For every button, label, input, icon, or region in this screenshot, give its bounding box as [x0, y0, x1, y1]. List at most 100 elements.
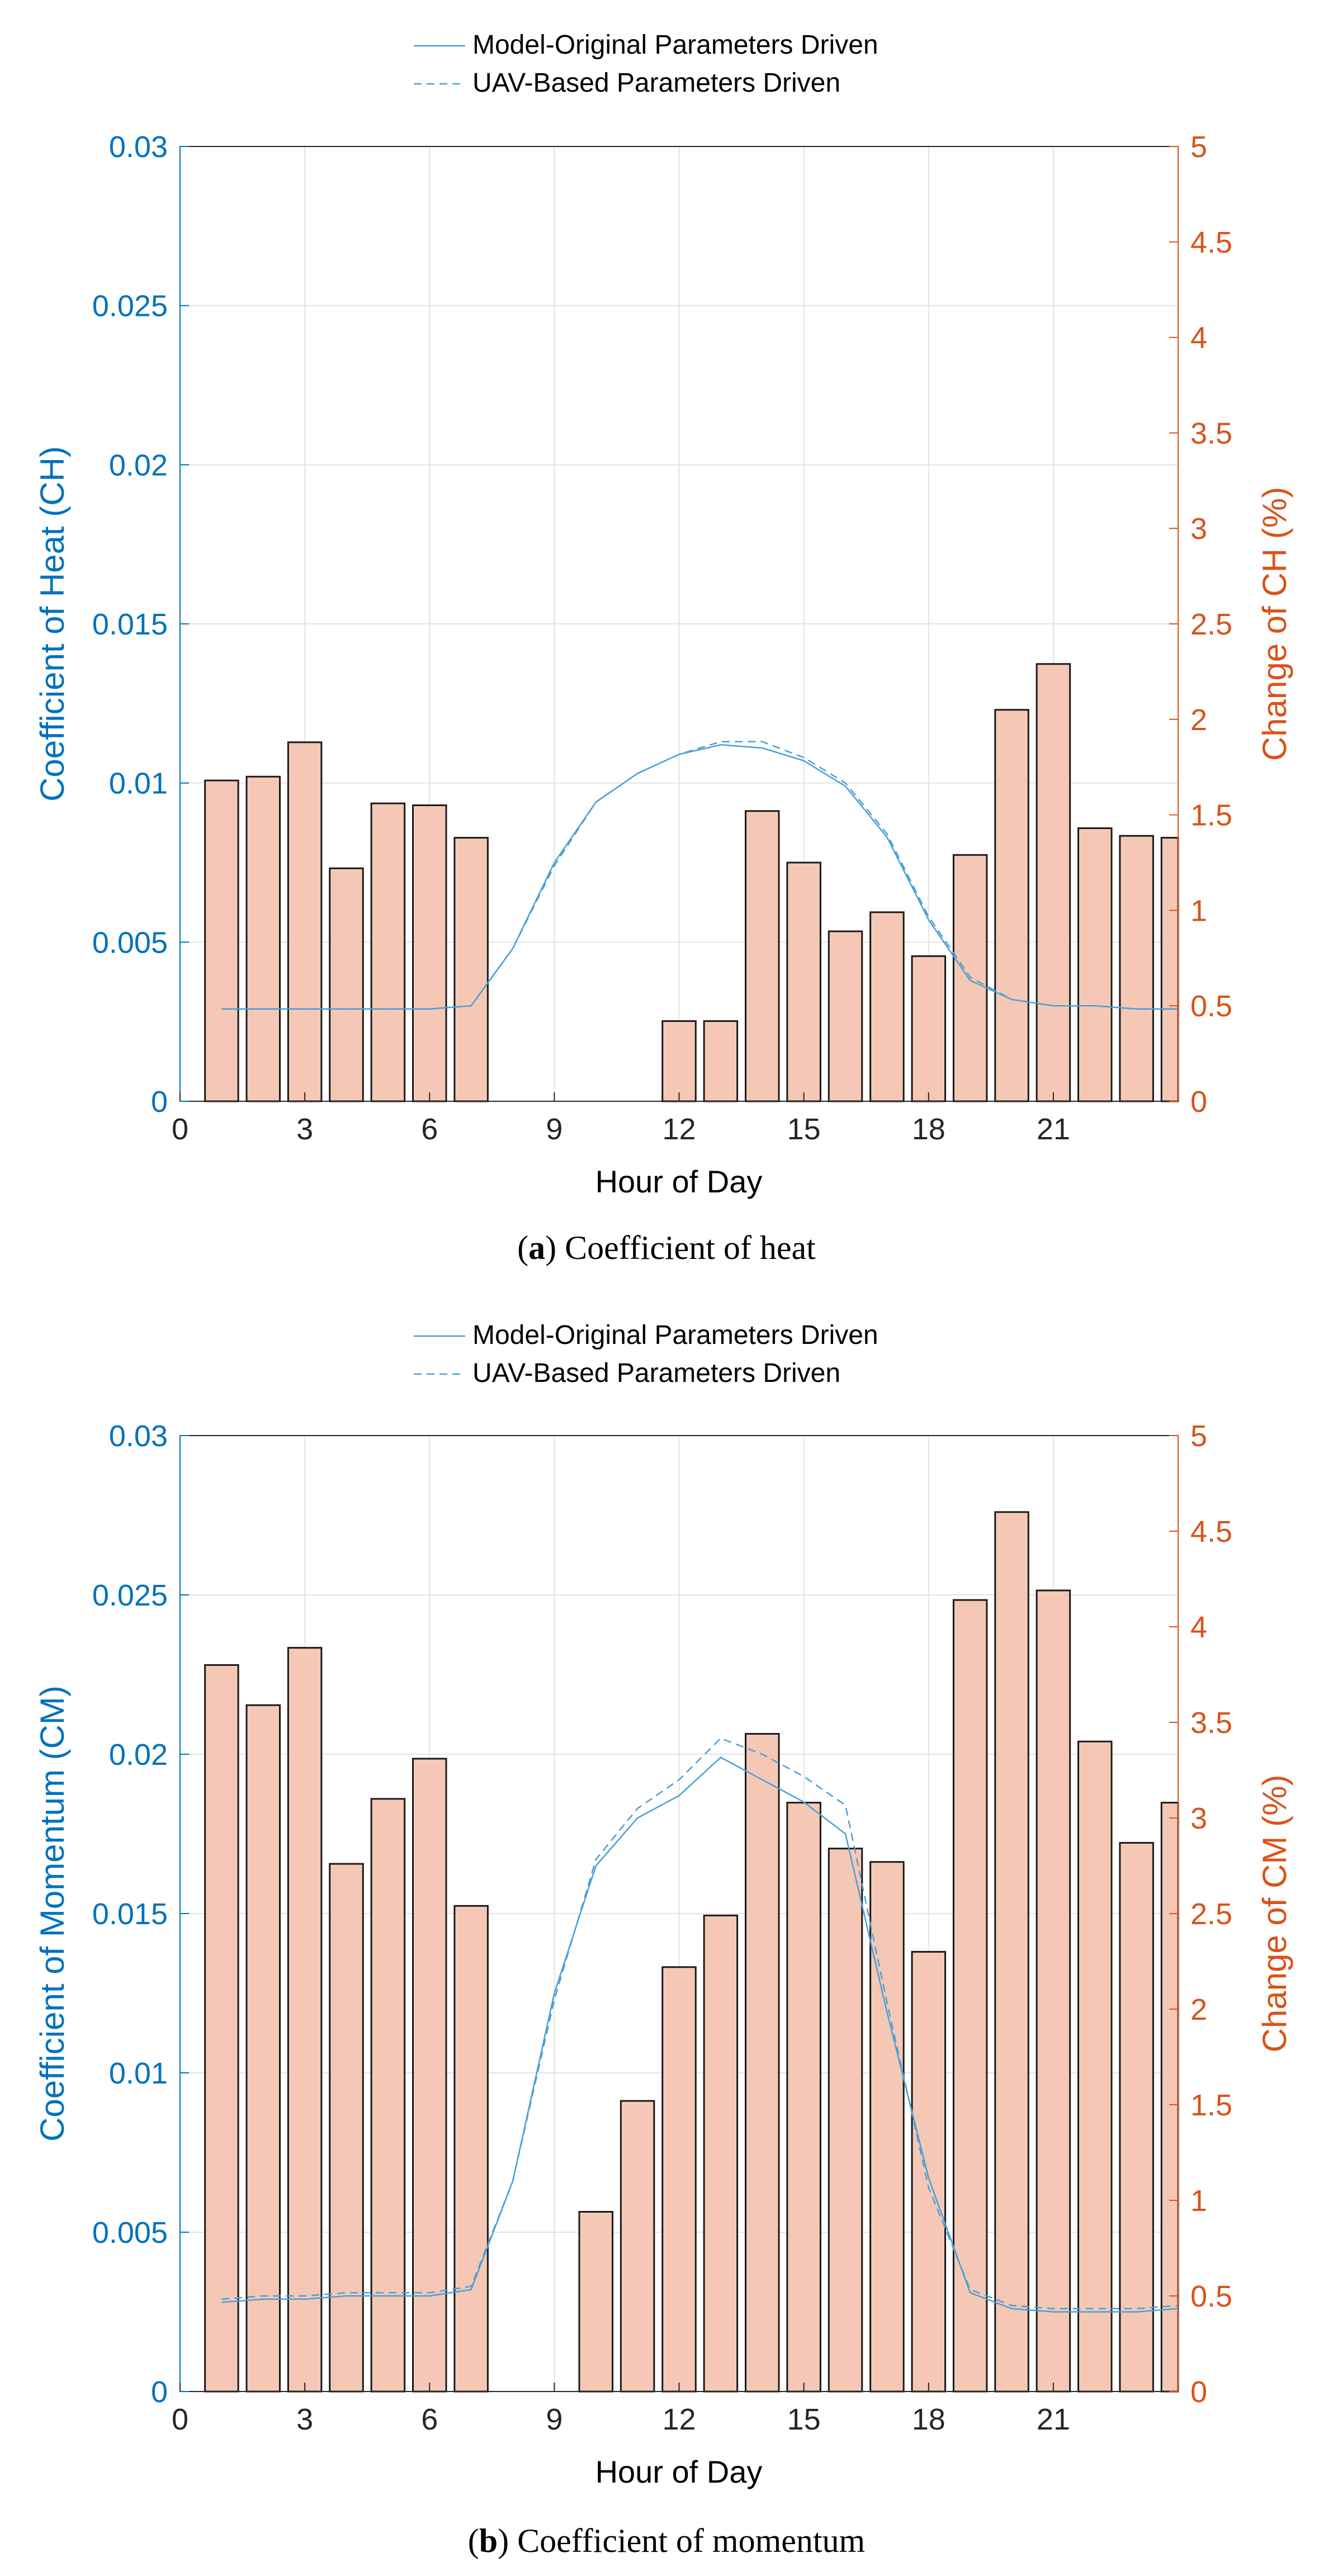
bar-hour-24 [1160, 837, 1179, 1102]
x-tick-label: 15 [787, 2403, 821, 2436]
bar-hour-1 [204, 779, 239, 1102]
bar-hour-19 [952, 854, 988, 1102]
bar-hour-16 [828, 930, 863, 1102]
bar-hour-14 [745, 810, 780, 1102]
bar-hour-13 [703, 1020, 739, 1102]
x-tick-label: 0 [172, 1112, 188, 1146]
right-y-tick-label: 3 [1190, 512, 1207, 546]
bar-hour-7 [453, 837, 489, 1102]
x-tick-label: 18 [912, 1112, 946, 1146]
left-y-tick-label: 0.025 [92, 1579, 168, 1612]
bar-hour-21 [1036, 1589, 1071, 2393]
x-tick-label: 12 [662, 1112, 696, 1146]
x-axis-label: Hour of Day [595, 1164, 763, 1199]
bar-hour-23 [1119, 835, 1154, 1102]
ticks: 0 3 6 9 12 15 18 2100.0050.010.0150.020.0250.03… [92, 130, 1232, 1146]
left-y-axis-label: Coefficient of Heat (CH) [34, 446, 71, 802]
bar-hour-17 [869, 1861, 905, 2393]
legend-label-uav: UAV-Based Parameters Driven [472, 68, 840, 98]
bar-hour-22 [1077, 827, 1113, 1102]
panel-b: Model-Original Parameters Driven UAV-Bas… [34, 1320, 1293, 2559]
left-y-tick-label: 0.01 [109, 767, 168, 801]
bar-hour-5 [370, 1798, 406, 2393]
left-y-axis-label: Coefficient of Momentum (CM) [34, 1685, 71, 2142]
bar-hour-23 [1119, 1841, 1154, 2393]
left-y-tick-label: 0.015 [92, 1897, 168, 1931]
x-tick-label: 9 [546, 2403, 562, 2436]
ticks: 0 3 6 9 12 15 18 2100.0050.010.0150.020.0250.03… [92, 1419, 1232, 2436]
lines [221, 741, 1178, 1010]
grid [180, 146, 1178, 1101]
bar-hour-4 [329, 867, 364, 1102]
bar-hour-17 [869, 911, 905, 1102]
right-y-tick-label: 1 [1190, 894, 1207, 927]
x-tick-label: 3 [296, 2403, 313, 2436]
left-y-tick-label: 0.02 [109, 1738, 168, 1772]
right-y-tick-label: 3.5 [1190, 416, 1232, 450]
bar-hour-3 [287, 1647, 323, 2393]
caption: (a) Coefficient of heat [517, 1229, 816, 1266]
bar-hour-21 [1036, 663, 1071, 1102]
right-y-tick-label: 1.5 [1190, 799, 1232, 832]
bar-hour-15 [786, 1802, 821, 2393]
x-axis-label: Hour of Day [595, 2454, 763, 2489]
right-y-tick-label: 0 [1190, 2375, 1207, 2409]
bar-hour-4 [329, 1863, 364, 2393]
x-tick-label: 3 [296, 1112, 313, 1146]
right-y-tick-label: 4 [1190, 1611, 1207, 1644]
bar-hour-2 [245, 1704, 281, 2393]
bar-hour-2 [245, 775, 281, 1102]
left-y-tick-label: 0.015 [92, 608, 168, 641]
caption-text: Coefficient of heat [565, 1229, 816, 1266]
left-y-tick-label: 0.025 [92, 290, 168, 323]
bar-hour-16 [828, 1848, 863, 2393]
bar-hour-7 [453, 1905, 489, 2393]
legend-label-original: Model-Original Parameters Driven [472, 30, 878, 60]
bar-hour-18 [911, 955, 946, 1102]
right-y-axis-label: Change of CM (%) [1256, 1775, 1293, 2053]
bar-hour-12 [661, 1966, 697, 2393]
left-y-tick-label: 0.005 [92, 2216, 168, 2250]
bar-hour-11 [620, 2100, 655, 2393]
legend-label-original: Model-Original Parameters Driven [472, 1320, 878, 1350]
right-y-tick-label: 0 [1190, 1085, 1207, 1119]
right-y-tick-label: 3.5 [1190, 1706, 1232, 1740]
bar-hour-19 [952, 1599, 988, 2393]
x-tick-label: 0 [172, 2403, 188, 2436]
series-uav-line [221, 741, 1178, 1010]
left-y-tick-label: 0.03 [109, 130, 168, 164]
x-tick-label: 21 [1037, 1112, 1070, 1146]
right-y-tick-label: 5 [1190, 1419, 1207, 1453]
bar-hour-18 [911, 1950, 946, 2393]
right-y-tick-label: 4.5 [1190, 1515, 1232, 1549]
x-tick-label: 12 [662, 2403, 696, 2436]
bar-hour-14 [745, 1733, 780, 2393]
bar-hour-20 [994, 709, 1029, 1102]
right-y-tick-label: 2 [1190, 1993, 1207, 2026]
lines [221, 1737, 1179, 2313]
legend: Model-Original Parameters Driven UAV-Bas… [414, 30, 878, 98]
left-y-tick-label: 0 [151, 2375, 168, 2409]
bar-hour-10 [578, 2211, 613, 2393]
bar-hour-24 [1160, 1802, 1179, 2393]
x-tick-label: 18 [912, 2403, 946, 2436]
left-y-tick-label: 0.005 [92, 926, 168, 959]
left-y-tick-label: 0.02 [109, 448, 168, 482]
bar-hour-13 [703, 1914, 739, 2393]
bar-hour-6 [412, 804, 447, 1102]
right-y-tick-label: 0.5 [1190, 2280, 1232, 2313]
panel-a: Model-Original Parameters Driven UAV-Bas… [34, 30, 1293, 1266]
right-y-tick-label: 4.5 [1190, 226, 1232, 259]
x-tick-label: 9 [546, 1112, 562, 1146]
left-y-tick-label: 0.03 [109, 1419, 168, 1453]
bars [204, 663, 1179, 1102]
bar-hour-5 [370, 802, 406, 1102]
right-y-tick-label: 3 [1190, 1802, 1207, 1835]
x-tick-label: 6 [421, 1112, 438, 1146]
x-tick-label: 15 [787, 1112, 821, 1146]
right-y-tick-label: 0.5 [1190, 989, 1232, 1023]
right-y-tick-label: 5 [1190, 130, 1207, 164]
caption-label: b [479, 2522, 498, 2559]
legend: Model-Original Parameters Driven UAV-Bas… [414, 1320, 878, 1388]
